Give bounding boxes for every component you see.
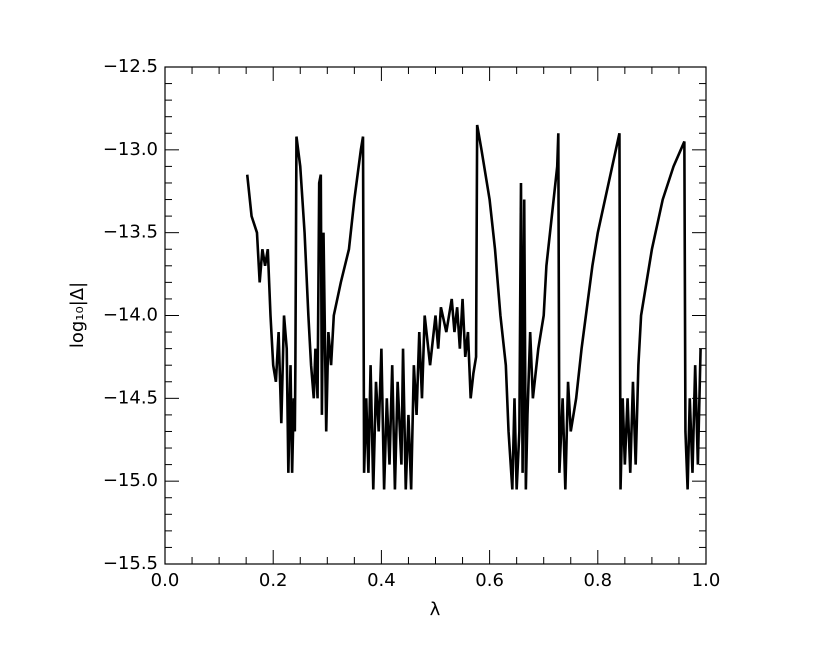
- x-axis-label: λ: [430, 599, 441, 620]
- y-tick-label: −13.0: [103, 139, 158, 160]
- y-tick-label: −14.5: [103, 387, 158, 408]
- x-tick-label: 0.6: [475, 570, 504, 591]
- x-tick-label: 0.4: [367, 570, 396, 591]
- x-tick-label: 0.2: [259, 570, 288, 591]
- x-tick-label: 0.0: [151, 570, 180, 591]
- y-tick-label: −15.5: [103, 553, 158, 574]
- y-tick-label: −15.0: [103, 470, 158, 491]
- data-line: [245, 124, 702, 490]
- x-tick-label: 1.0: [692, 570, 721, 591]
- y-tick-label: −14.0: [103, 305, 158, 326]
- x-tick-label: 0.8: [583, 570, 612, 591]
- y-axis-label: log₁₀|Δ|: [67, 282, 88, 348]
- y-tick-label: −13.5: [103, 222, 158, 243]
- y-tick-label: −12.5: [103, 56, 158, 77]
